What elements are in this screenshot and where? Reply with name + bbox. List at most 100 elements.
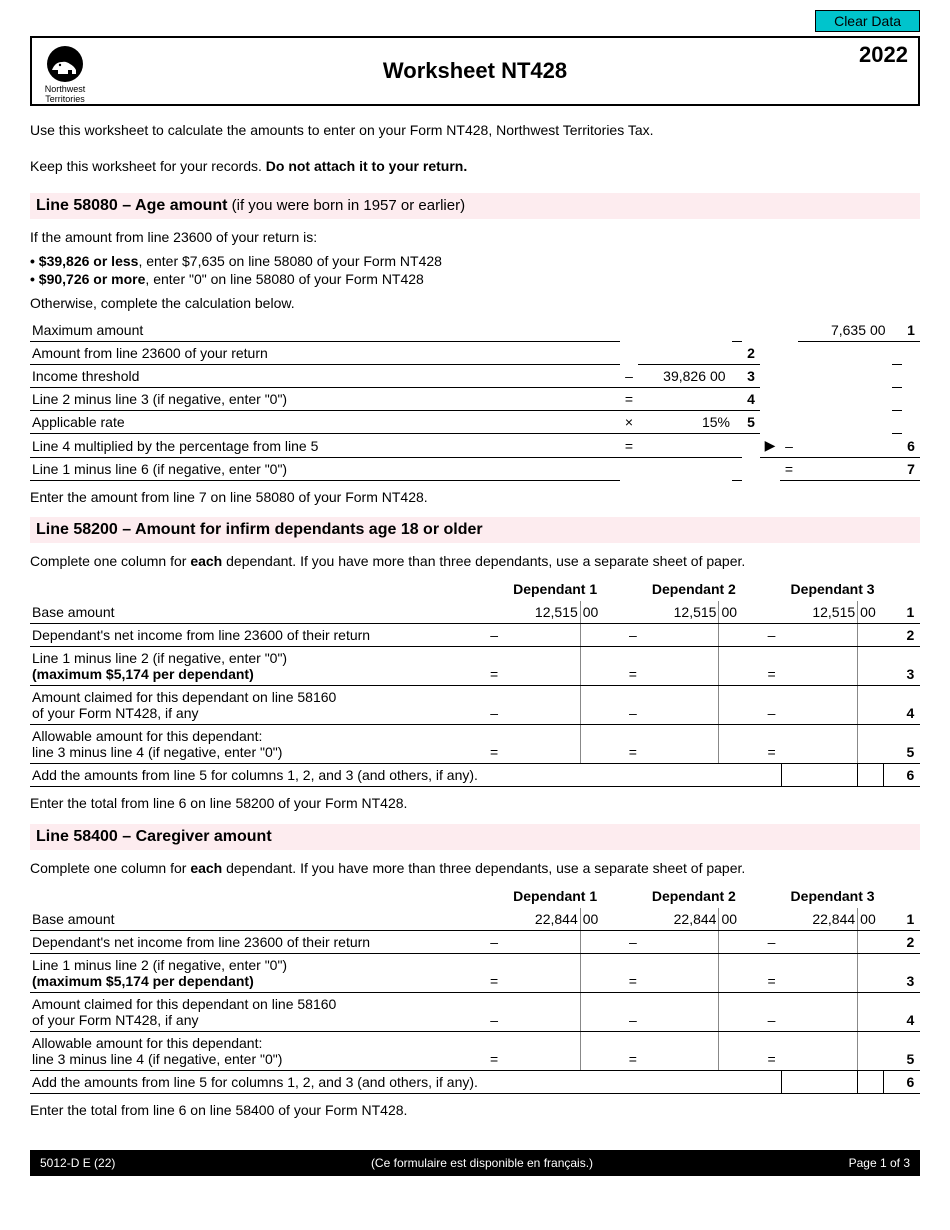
ln-4: 4 xyxy=(742,388,760,411)
d200-4-3d[interactable] xyxy=(781,686,858,725)
r2-input-d[interactable] xyxy=(638,342,708,365)
r4-label: Line 2 minus line 3 (if negative, enter … xyxy=(30,388,620,411)
logo-text-2: Territories xyxy=(40,94,90,104)
d400-3-3d[interactable] xyxy=(781,953,858,992)
r7-box-c[interactable] xyxy=(868,457,892,480)
d400-4-3d[interactable] xyxy=(781,992,858,1031)
d400-3-2d[interactable] xyxy=(642,953,719,992)
r6-input-c[interactable] xyxy=(708,434,732,458)
d200-5-1d[interactable] xyxy=(504,725,581,764)
d200-6d[interactable] xyxy=(781,764,858,787)
d400-3-1d[interactable] xyxy=(504,953,581,992)
d400-ln3: 3 xyxy=(901,953,920,992)
r3-label: Income threshold xyxy=(30,365,620,388)
d400-4-2c[interactable] xyxy=(719,992,745,1031)
d400-3-1c[interactable] xyxy=(580,953,606,992)
calc-58080: Maximum amount 7,635 00 1 Amount from li… xyxy=(30,319,920,481)
d400-b3c: 00 xyxy=(858,908,884,931)
r6-input-d[interactable] xyxy=(638,434,708,458)
d400-dep1-h: Dependant 1 xyxy=(504,884,607,908)
d200-5-2c[interactable] xyxy=(719,725,745,764)
d200-2-3d[interactable] xyxy=(781,624,858,647)
d200-r2: Dependant's net income from line 23600 o… xyxy=(30,624,485,647)
r7-box-d[interactable] xyxy=(798,457,868,480)
d200-r1: Base amount xyxy=(30,601,485,624)
d200-2-1c[interactable] xyxy=(580,624,606,647)
d400-2-2d[interactable] xyxy=(642,930,719,953)
d200-6c[interactable] xyxy=(858,764,884,787)
r7-label: Line 1 minus line 6 (if negative, enter … xyxy=(30,457,620,480)
d200-2-1d[interactable] xyxy=(504,624,581,647)
r4-input-d[interactable] xyxy=(638,388,708,411)
d400-ln6: 6 xyxy=(901,1070,920,1093)
d400-4-2d[interactable] xyxy=(642,992,719,1031)
bullet-1a: $39,826 or less xyxy=(39,253,139,269)
ln-5: 5 xyxy=(742,411,760,434)
d200-3-2c[interactable] xyxy=(719,647,745,686)
d400-2-1c[interactable] xyxy=(580,930,606,953)
d200-3-3c[interactable] xyxy=(858,647,884,686)
r6b-input-d[interactable] xyxy=(798,434,868,458)
c58400-a: Complete one column for xyxy=(30,860,190,876)
d200-3-2d[interactable] xyxy=(642,647,719,686)
r6b-input-c[interactable] xyxy=(868,434,892,458)
d200-ln6: 6 xyxy=(901,764,920,787)
otherwise: Otherwise, complete the calculation belo… xyxy=(30,293,920,313)
r5-rate: 15% xyxy=(638,411,732,434)
d400-2-1d[interactable] xyxy=(504,930,581,953)
if-text: If the amount from line 23600 of your re… xyxy=(30,227,920,247)
d200-5-3c[interactable] xyxy=(858,725,884,764)
d400-5-1c[interactable] xyxy=(580,1031,606,1070)
threshold-bullets: $39,826 or less, enter $7,635 on line 58… xyxy=(30,253,920,287)
r2-input-c[interactable] xyxy=(708,342,732,365)
d400-4-3c[interactable] xyxy=(858,992,884,1031)
d400-5-1d[interactable] xyxy=(504,1031,581,1070)
r2-label: Amount from line 23600 of your return xyxy=(30,342,620,365)
d200-ln5: 5 xyxy=(901,725,920,764)
d200-b3d: 12,515 xyxy=(781,601,858,624)
d400-5-2d[interactable] xyxy=(642,1031,719,1070)
d400-2-3d[interactable] xyxy=(781,930,858,953)
page-title: Worksheet NT428 xyxy=(32,58,918,84)
d400-6d[interactable] xyxy=(781,1070,858,1093)
complete-58400: Complete one column for each dependant. … xyxy=(30,858,920,878)
d200-4-1d[interactable] xyxy=(504,686,581,725)
d400-dep3-h: Dependant 3 xyxy=(781,884,884,908)
d200-2-2d[interactable] xyxy=(642,624,719,647)
d200-5-1c[interactable] xyxy=(580,725,606,764)
d200-3-3d[interactable] xyxy=(781,647,858,686)
d400-3-2c[interactable] xyxy=(719,953,745,992)
d400-2-3c[interactable] xyxy=(858,930,884,953)
clear-data-button[interactable]: Clear Data xyxy=(815,10,920,32)
mult-op: × xyxy=(620,411,638,434)
d400-5-2c[interactable] xyxy=(719,1031,745,1070)
d200-2-3c[interactable] xyxy=(858,624,884,647)
section-58400-head: Line 58400 – Caregiver amount xyxy=(30,824,920,850)
d200-4-1c[interactable] xyxy=(580,686,606,725)
r4-input-c[interactable] xyxy=(708,388,732,411)
d400-4-1d[interactable] xyxy=(504,992,581,1031)
r6-label: Line 4 multiplied by the percentage from… xyxy=(30,434,620,458)
d200-2-2c[interactable] xyxy=(719,624,745,647)
header: Northwest Territories Worksheet NT428 20… xyxy=(30,36,920,106)
r3-d: 39,826 xyxy=(638,365,708,388)
c58200-c: dependant. If you have more than three d… xyxy=(222,553,745,569)
d200-3-1d[interactable] xyxy=(504,647,581,686)
d400-5-3c[interactable] xyxy=(858,1031,884,1070)
d200-4-2d[interactable] xyxy=(642,686,719,725)
dep1-h: Dependant 1 xyxy=(504,577,607,601)
d400-2-2c[interactable] xyxy=(719,930,745,953)
d200-5-2d[interactable] xyxy=(642,725,719,764)
d400-5-3d[interactable] xyxy=(781,1031,858,1070)
d400-3-3c[interactable] xyxy=(858,953,884,992)
d400-4-1c[interactable] xyxy=(580,992,606,1031)
section-58200-head: Line 58200 – Amount for infirm dependant… xyxy=(30,517,920,543)
d200-b1c: 00 xyxy=(580,601,606,624)
d200-3-1c[interactable] xyxy=(580,647,606,686)
d400-6c[interactable] xyxy=(858,1070,884,1093)
d200-4-2c[interactable] xyxy=(719,686,745,725)
d200-4-3c[interactable] xyxy=(858,686,884,725)
d400-ln1: 1 xyxy=(901,908,920,931)
d200-5-3d[interactable] xyxy=(781,725,858,764)
after-58080: Enter the amount from line 7 on line 580… xyxy=(30,487,920,507)
